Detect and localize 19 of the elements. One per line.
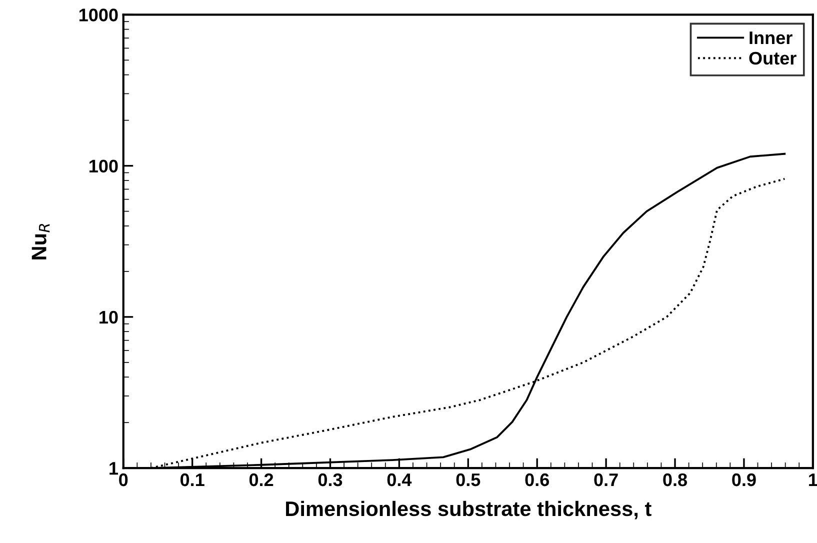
x-tick-label: 0.4 (387, 473, 412, 486)
y-tick-label: 1000 (79, 8, 118, 22)
x-tick-label: 0.5 (456, 473, 480, 486)
x-tick-label: 1 (809, 474, 817, 486)
x-tick-label: 0.3 (318, 473, 342, 486)
y-tick-label: 10 (100, 310, 118, 324)
x-tick-label: 0.1 (180, 473, 204, 486)
y-axis-title: Nu$_{R}$ (32, 224, 50, 260)
x-tick-label: 0.7 (594, 473, 618, 486)
y-tick-label: 100 (90, 160, 118, 173)
x-axis-title: Dimensionless substrate thickness, t (286, 500, 652, 520)
y-tick-label: 1 (110, 462, 118, 475)
x-tick-label: 0.2 (249, 473, 274, 486)
x-tick-label: 0.9 (732, 473, 756, 486)
x-tick-label: 0.8 (663, 473, 688, 486)
x-tick-label: 0 (119, 473, 128, 486)
legend-label: Outer (749, 52, 796, 65)
x-tick-label: 0.6 (525, 473, 549, 486)
legend-label: Inner (750, 32, 792, 44)
